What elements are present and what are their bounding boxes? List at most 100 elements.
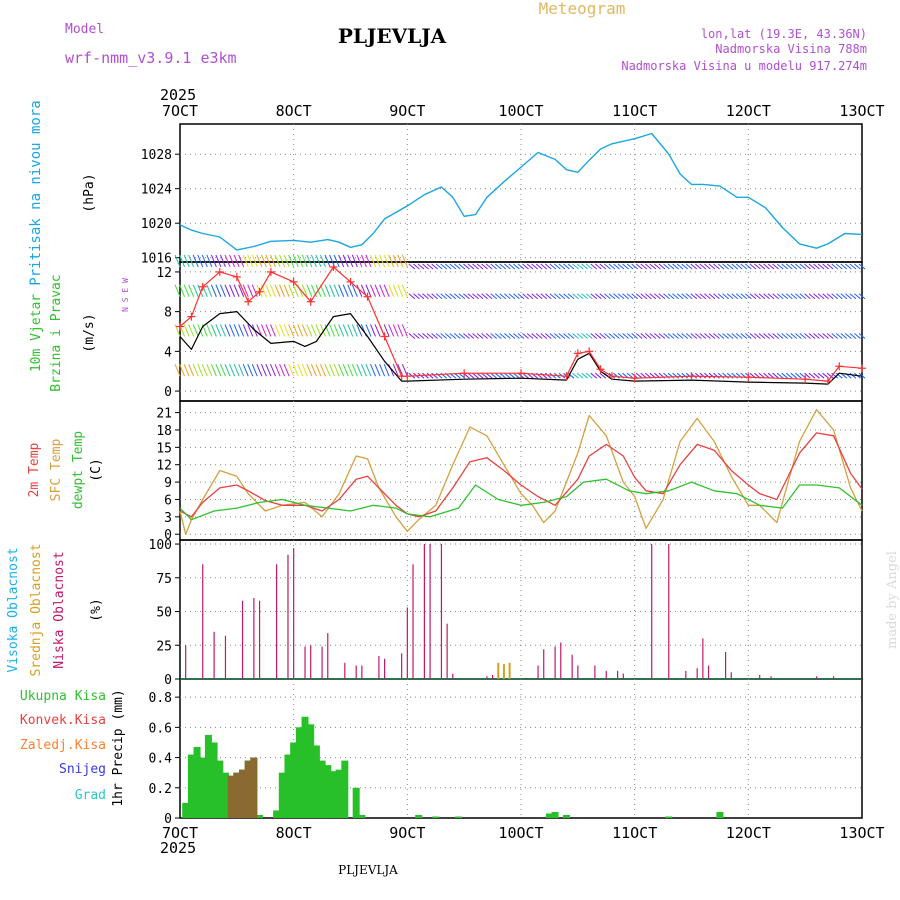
wind-arrow: [649, 333, 657, 339]
wind-arrow: [808, 293, 816, 300]
wind-arrow: [508, 372, 516, 379]
wind-arrow: [581, 333, 588, 339]
wind-unit: (m/s): [82, 313, 97, 352]
cloud-unit: (%): [89, 598, 104, 621]
wind-arrow: [233, 254, 240, 268]
dewpt-line: [179, 478, 863, 521]
wind-arrow: [265, 284, 272, 297]
wind-arrow: [329, 324, 336, 337]
wind-arrow: [540, 293, 548, 300]
wind-arrow: [251, 254, 258, 268]
wind-arrow: [192, 284, 199, 297]
wind-arrow: [292, 363, 299, 377]
precip-bar: [324, 765, 332, 818]
precip-bar: [250, 757, 258, 818]
wind-arrow: [270, 284, 276, 297]
y-tick-label: 0: [164, 673, 172, 688]
x-tick-label-top: 13OCT: [839, 102, 884, 120]
wind-arrow: [274, 363, 281, 377]
wind-arrow: [490, 333, 498, 339]
precip-bar: [244, 760, 252, 818]
wind-arrow: [374, 363, 381, 377]
wind-arrow: [704, 372, 711, 379]
wind-arrow: [192, 324, 199, 337]
wind-arrow: [704, 263, 711, 270]
wind-arrow: [260, 324, 267, 337]
wind-arrow: [440, 263, 448, 270]
wind-arrow: [694, 293, 702, 300]
wind-arrow: [745, 263, 752, 270]
wind-arrow: [681, 263, 689, 270]
wind-arrow: [463, 333, 470, 339]
wind-arrow: [813, 333, 820, 339]
wind-arrow: [310, 363, 317, 377]
wind-arrow: [256, 254, 263, 268]
wind-arrow: [508, 333, 516, 339]
wind-arrow: [494, 333, 502, 339]
wind-arrow: [590, 293, 598, 300]
wind-arrow: [640, 293, 648, 300]
wind-arrow: [663, 333, 670, 339]
wind-arrow: [206, 254, 213, 268]
wind-arrow: [329, 284, 336, 297]
precip-bar: [545, 813, 553, 818]
wind-arrow: [699, 333, 707, 339]
wind-arrow: [604, 333, 611, 339]
wind-arrow: [735, 263, 743, 270]
wind-arrow: [392, 363, 399, 377]
wind-arrow: [626, 293, 634, 300]
precip-bar: [301, 716, 309, 818]
wind-arrow: [790, 263, 798, 270]
cloud-ylabel-low: Niska Oblacnost: [52, 551, 67, 668]
wind-arrow: [808, 372, 816, 379]
wind-arrow: [654, 333, 661, 339]
wind-arrow: [544, 293, 552, 300]
wind-arrow: [431, 293, 438, 300]
wind-arrow: [274, 324, 281, 337]
wind-arrow: [549, 263, 557, 270]
wind-arrow: [585, 333, 593, 339]
wind-arrow: [440, 333, 448, 339]
wind-arrow: [672, 293, 679, 300]
wind-arrow: [713, 372, 720, 379]
wind-arrow: [310, 254, 317, 268]
wind-arrow: [835, 333, 843, 339]
wind-arrow: [310, 324, 317, 337]
y-tick-label: 4: [164, 345, 172, 360]
wind-arrow: [449, 333, 457, 339]
wind-arrow: [504, 333, 511, 339]
wind-arrow: [708, 333, 716, 339]
wind-arrow: [224, 254, 231, 268]
wind-arrow: [435, 263, 443, 270]
wind-arrow: [849, 372, 857, 379]
wind-arrow: [347, 254, 354, 268]
wind-arrow: [672, 263, 679, 270]
wind-arrow: [329, 363, 336, 377]
wind-arrow: [174, 363, 181, 377]
wind-arrow: [188, 254, 195, 268]
wind-arrow: [531, 333, 538, 339]
wind-gust-line: [179, 266, 863, 382]
wind-arrow: [183, 284, 190, 297]
wind-arrow: [383, 324, 390, 337]
wind-arrow: [626, 372, 634, 379]
wind-arrow: [799, 293, 807, 300]
wind-arrow: [722, 263, 729, 270]
wind-arrow: [392, 284, 399, 297]
precip-bar: [193, 746, 201, 818]
wind-arrow: [858, 263, 866, 270]
wind-arrow: [265, 324, 272, 337]
y-tick-label: 0.2: [149, 782, 172, 797]
wind-arrow: [585, 372, 593, 379]
wind-arrow: [599, 372, 607, 379]
wind-arrow: [576, 293, 584, 300]
precip-bar: [221, 772, 229, 818]
legend-graupel: Grad: [75, 788, 106, 803]
wind-arrow: [535, 293, 543, 300]
wind-arrow: [708, 293, 716, 300]
wind-arrow: [301, 284, 308, 297]
wind-arrow: [840, 293, 848, 300]
precip-bar: [187, 754, 195, 818]
wind-arrow: [292, 284, 299, 297]
